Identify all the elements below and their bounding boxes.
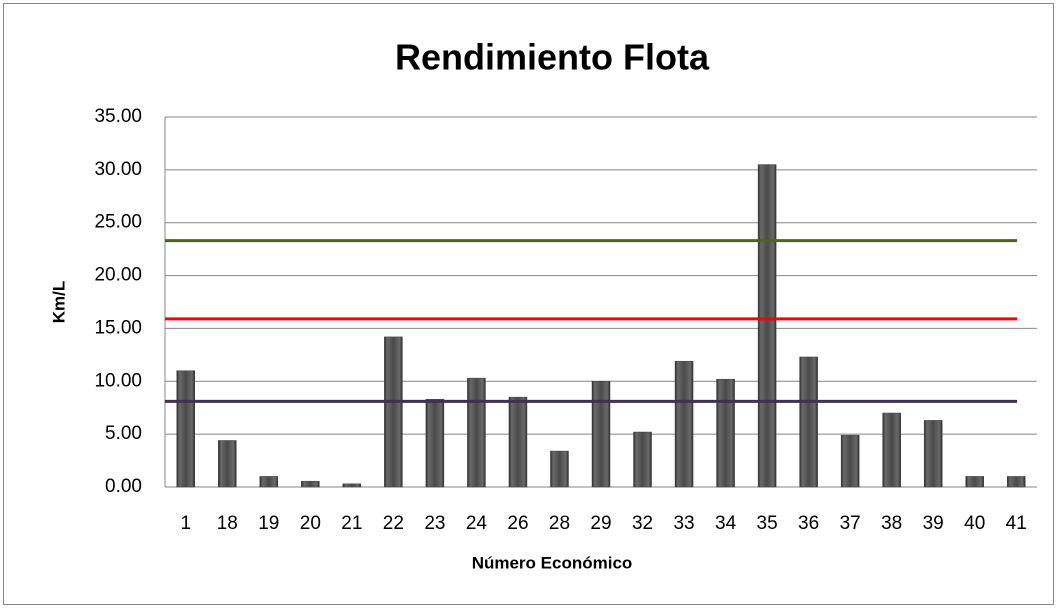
bar: [384, 336, 403, 488]
y-tick-label: 25.00: [94, 212, 142, 233]
bar: [425, 399, 445, 488]
x-tick-label: 40: [964, 513, 985, 534]
bar: [674, 360, 694, 488]
x-tick-label: 39: [923, 513, 944, 534]
y-tick-label: 35.00: [94, 106, 142, 127]
x-tick-label: 41: [1006, 513, 1027, 534]
chart-title: Rendimiento Flota: [395, 37, 710, 78]
x-tick-label: 38: [881, 513, 902, 534]
x-tick-label: 29: [590, 513, 611, 534]
chart-frame: [3, 3, 1054, 605]
x-tick-label: 26: [507, 513, 528, 534]
x-tick-label: 32: [632, 513, 653, 534]
bar: [342, 483, 362, 488]
y-tick-label: 15.00: [94, 317, 142, 338]
bar: [716, 378, 735, 488]
bar: [757, 164, 777, 488]
y-axis-label: Km/L: [49, 281, 68, 324]
x-tick-label: 19: [258, 513, 279, 534]
bar: [218, 440, 237, 488]
x-tick-label: 23: [424, 513, 445, 534]
bar: [965, 476, 984, 488]
x-axis-label: Número Económico: [472, 553, 633, 572]
bar: [508, 396, 528, 488]
x-tick-label: 37: [840, 513, 861, 534]
bar: [840, 434, 860, 488]
bar: [923, 420, 943, 488]
x-tick-label: 18: [217, 513, 238, 534]
bar: [301, 480, 320, 488]
x-tick-label: 35: [757, 513, 778, 534]
y-tick-label: 20.00: [94, 265, 142, 286]
x-tick-label: 28: [549, 513, 570, 534]
bar: [633, 431, 652, 488]
x-tick-label: 21: [341, 513, 362, 534]
bar: [550, 450, 569, 488]
bar: [467, 377, 486, 488]
bar: [799, 356, 818, 488]
x-tick-label: 22: [383, 513, 404, 534]
x-tick-label: 1: [180, 513, 191, 534]
x-tick-label: 33: [673, 513, 694, 534]
x-tick-label: 36: [798, 513, 819, 534]
bar: [882, 412, 901, 488]
y-tick-label: 10.00: [94, 370, 142, 391]
x-tick-label: 24: [466, 513, 488, 534]
y-tick-label: 0.00: [105, 476, 142, 497]
y-tick-label: 30.00: [94, 159, 142, 180]
x-tick-label: 34: [715, 513, 737, 534]
bar: [1006, 476, 1026, 488]
bar: [259, 476, 279, 488]
bar: [176, 370, 196, 488]
x-tick-label: 20: [300, 513, 321, 534]
bar: [591, 381, 611, 488]
y-tick-label: 5.00: [105, 423, 142, 444]
